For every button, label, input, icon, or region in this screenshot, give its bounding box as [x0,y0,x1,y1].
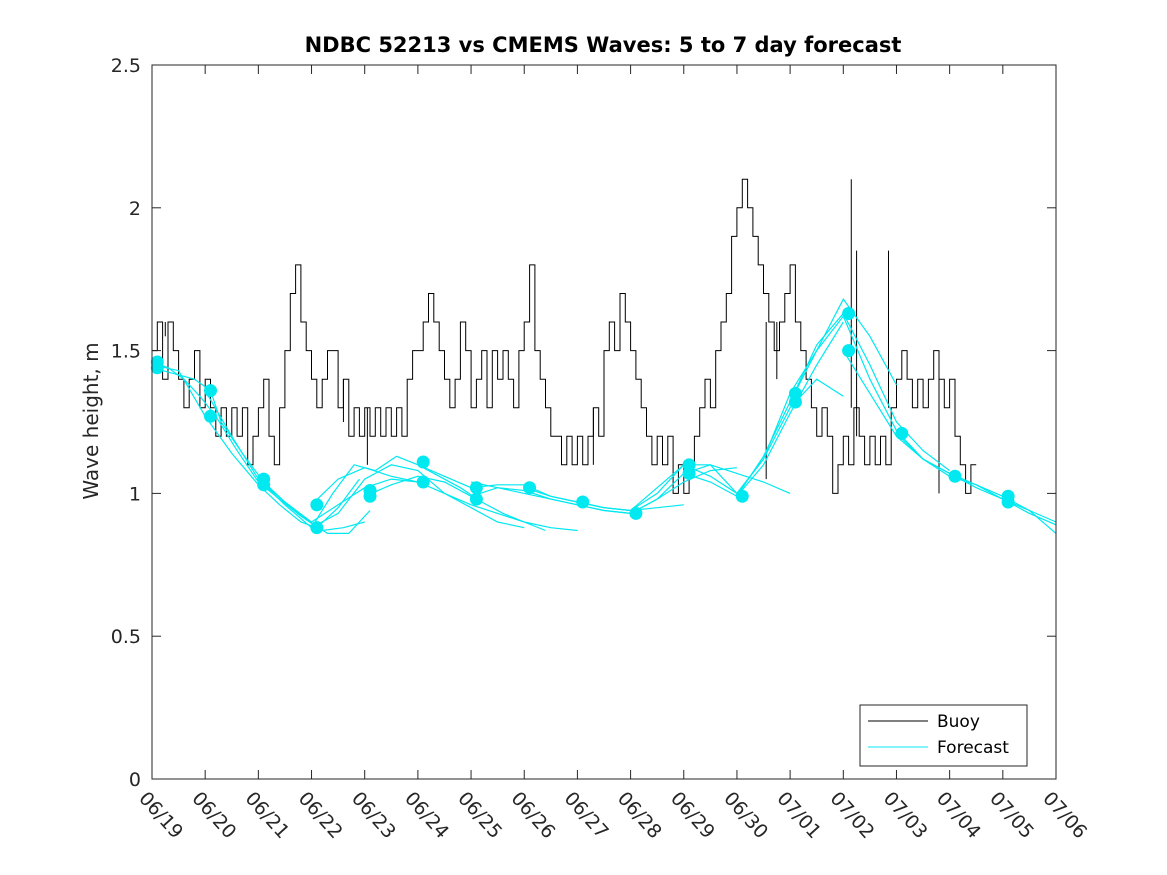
y-tick-label: 0.5 [111,626,141,648]
forecast-marker [310,498,324,512]
y-tick-label: 0 [129,769,141,791]
x-tick-label: 06/28 [613,788,666,843]
forecast-marker [203,384,217,398]
x-tick-label: 06/25 [453,788,506,843]
x-tick-label: 06/21 [241,788,294,843]
forecast-run-line [896,432,1057,523]
chart-title: NDBC 52213 vs CMEMS Waves: 5 to 7 day fo… [305,33,902,57]
x-tick-label: 06/24 [400,788,453,843]
forecast-run-line [151,364,360,529]
forecast-marker [416,455,430,469]
forecast-marker [257,478,271,492]
forecast-marker [523,481,537,495]
marker-layer [150,306,1015,535]
y-tick-label: 1.5 [111,341,141,363]
forecast-marker [469,492,483,506]
forecast-run-line [310,455,546,532]
forecast-marker [416,475,430,489]
forecast-marker [842,306,856,320]
forecast-run-line [151,367,371,535]
x-tick-label: 06/30 [719,788,772,843]
x-tick-label: 07/04 [932,788,985,843]
forecast-marker [469,481,483,495]
forecast-run-line [204,390,418,523]
x-tick-label: 06/27 [560,788,613,843]
forecast-marker [842,344,856,358]
x-tick-label: 07/05 [985,788,1038,843]
forecast-marker [150,361,164,375]
x-tick-label: 06/22 [294,788,347,843]
x-tick-label: 07/01 [772,788,825,843]
y-tick-label: 1 [129,483,141,505]
y-axis-label: Wave height, m [79,342,103,499]
forecast-run-line [524,464,791,512]
y-tick-label: 2.5 [111,55,141,77]
x-tick-label: 07/02 [826,788,879,843]
legend-forecast-label: Forecast [937,738,1009,758]
forecast-marker [363,489,377,503]
legend-buoy-label: Buoy [937,712,980,732]
forecast-marker [203,409,217,423]
forecast-marker [629,506,643,520]
x-tick-label: 06/19 [134,788,187,843]
forecast-run-line [151,361,365,532]
forecast-run-line [257,464,525,529]
y-tick-label: 2 [129,198,141,220]
x-tick-label: 06/29 [666,788,719,843]
x-tick-label: 07/06 [1038,788,1091,843]
x-tick-label: 06/26 [507,788,560,843]
forecast-marker [1001,495,1015,509]
forecast-marker [310,521,324,535]
x-tick-label: 07/03 [879,788,932,843]
forecast-marker [735,489,749,503]
forecast-marker [788,395,802,409]
x-tick-label: 06/23 [347,788,400,843]
forecast-marker [682,466,696,480]
plot-frame [151,64,1057,780]
forecast-marker [576,495,590,509]
buoy-series-line [152,178,977,494]
legend-box [859,704,1028,767]
x-tick-label: 06/20 [187,788,240,843]
legend: Buoy Forecast [859,704,1028,767]
forecast-marker [895,426,909,440]
forecast-run-line [311,467,578,532]
forecast-marker [948,469,962,483]
